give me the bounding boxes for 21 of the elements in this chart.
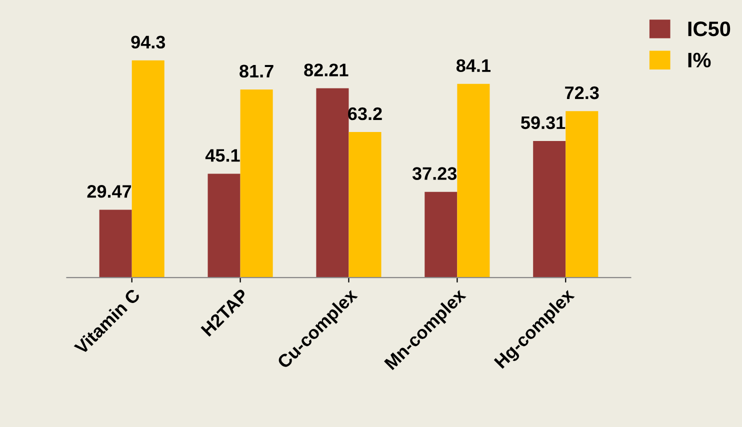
bar (316, 88, 349, 278)
bar (424, 192, 458, 278)
data-label: 72.3 (565, 86, 599, 100)
data-label: 37.23 (412, 167, 457, 180)
data-label: 29.47 (87, 185, 132, 198)
bar (566, 111, 598, 278)
data-label: 82.21 (304, 64, 348, 76)
data-label: 59.31 (521, 116, 566, 130)
data-label: 84.1 (456, 59, 491, 72)
legend-label: I% (688, 52, 711, 68)
bar (208, 174, 240, 278)
bar (99, 210, 132, 278)
legend-label: IC50 (688, 22, 730, 36)
bar (132, 60, 164, 278)
bar (457, 84, 490, 278)
data-label: 45.1 (205, 149, 240, 162)
data-label: 81.7 (240, 64, 274, 78)
bar (348, 132, 382, 278)
data-label: 94.3 (131, 36, 166, 49)
bar (240, 89, 273, 278)
bar (533, 140, 566, 278)
